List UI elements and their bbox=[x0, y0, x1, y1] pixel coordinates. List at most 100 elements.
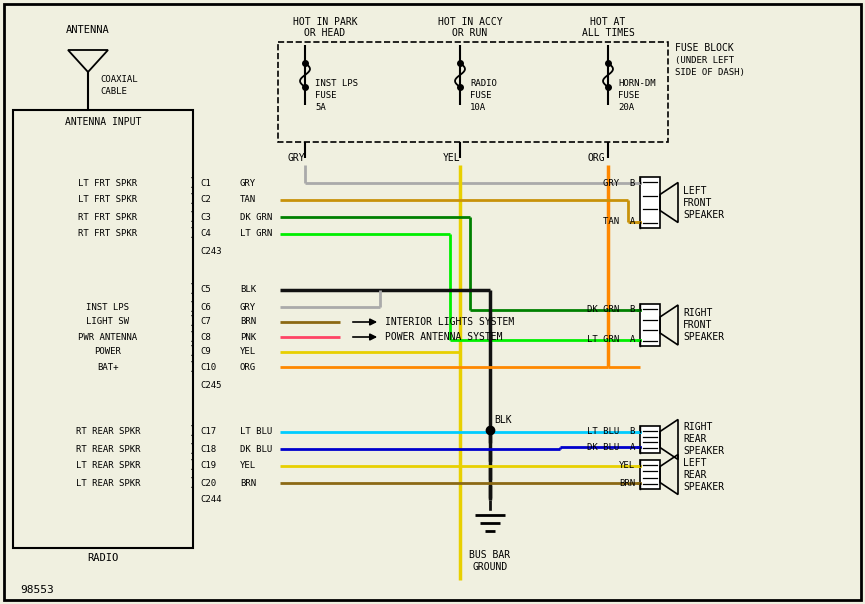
Text: C3: C3 bbox=[200, 213, 211, 222]
Text: INST LPS: INST LPS bbox=[315, 79, 358, 88]
Text: ): ) bbox=[189, 443, 196, 455]
Text: C1: C1 bbox=[200, 179, 211, 187]
Text: YEL: YEL bbox=[240, 347, 256, 356]
Text: ): ) bbox=[189, 460, 196, 472]
Text: PWR ANTENNA: PWR ANTENNA bbox=[79, 332, 138, 341]
Text: C7: C7 bbox=[200, 318, 211, 327]
Text: RT FRT SPKR: RT FRT SPKR bbox=[79, 230, 138, 239]
Text: RIGHT: RIGHT bbox=[683, 308, 713, 318]
Text: POWER: POWER bbox=[94, 347, 121, 356]
Text: POWER ANTENNA SYSTEM: POWER ANTENNA SYSTEM bbox=[385, 332, 503, 342]
Text: INST LPS: INST LPS bbox=[86, 303, 130, 312]
Text: GRY: GRY bbox=[287, 153, 304, 163]
Text: ORG: ORG bbox=[588, 153, 606, 163]
Text: ): ) bbox=[189, 477, 196, 489]
Text: C5: C5 bbox=[200, 286, 211, 295]
Text: SIDE OF DASH): SIDE OF DASH) bbox=[675, 68, 745, 77]
Text: FRONT: FRONT bbox=[683, 198, 713, 208]
Bar bbox=[640, 460, 660, 489]
Text: REAR: REAR bbox=[683, 469, 707, 480]
Text: REAR: REAR bbox=[683, 434, 707, 445]
Text: DK GRN  B: DK GRN B bbox=[586, 306, 635, 315]
Text: GRY  B: GRY B bbox=[603, 179, 635, 187]
Text: INTERIOR LIGHTS SYSTEM: INTERIOR LIGHTS SYSTEM bbox=[385, 317, 515, 327]
Text: 20A: 20A bbox=[618, 103, 634, 112]
Text: ): ) bbox=[189, 301, 196, 313]
Text: SPEAKER: SPEAKER bbox=[683, 210, 724, 219]
Text: ): ) bbox=[189, 361, 196, 373]
Text: FUSE: FUSE bbox=[618, 91, 639, 100]
Text: RIGHT: RIGHT bbox=[683, 423, 713, 432]
Text: C17: C17 bbox=[200, 428, 216, 437]
Text: C9: C9 bbox=[200, 347, 211, 356]
Text: C8: C8 bbox=[200, 332, 211, 341]
Text: C20: C20 bbox=[200, 478, 216, 487]
Bar bbox=[640, 304, 660, 346]
Text: FRONT: FRONT bbox=[683, 320, 713, 330]
Text: LEFT: LEFT bbox=[683, 457, 707, 467]
Text: HORN-DM: HORN-DM bbox=[618, 79, 656, 88]
Text: TAN  A: TAN A bbox=[603, 217, 635, 226]
Text: 10A: 10A bbox=[470, 103, 486, 112]
Text: CABLE: CABLE bbox=[100, 86, 127, 95]
Text: OR RUN: OR RUN bbox=[452, 28, 488, 38]
Text: LT REAR SPKR: LT REAR SPKR bbox=[76, 478, 140, 487]
Text: BUS BAR: BUS BAR bbox=[470, 550, 510, 560]
Text: ): ) bbox=[189, 211, 196, 223]
Text: GRY: GRY bbox=[240, 303, 256, 312]
Text: COAXIAL: COAXIAL bbox=[100, 76, 138, 85]
Text: ORG: ORG bbox=[240, 362, 256, 371]
Text: SPEAKER: SPEAKER bbox=[683, 446, 724, 457]
Text: (UNDER LEFT: (UNDER LEFT bbox=[675, 56, 734, 65]
Text: BRN: BRN bbox=[240, 318, 256, 327]
Text: BRN: BRN bbox=[240, 478, 256, 487]
Text: LT BLU  B: LT BLU B bbox=[586, 428, 635, 437]
Text: ALL TIMES: ALL TIMES bbox=[581, 28, 634, 38]
Text: RT REAR SPKR: RT REAR SPKR bbox=[76, 428, 140, 437]
Text: PNK: PNK bbox=[240, 332, 256, 341]
Text: 98553: 98553 bbox=[20, 585, 54, 595]
Text: HOT IN PARK: HOT IN PARK bbox=[292, 17, 357, 27]
Text: BRN: BRN bbox=[618, 478, 635, 487]
Text: FUSE: FUSE bbox=[470, 91, 491, 100]
Text: C243: C243 bbox=[200, 248, 221, 257]
Text: HOT IN ACCY: HOT IN ACCY bbox=[438, 17, 503, 27]
Text: LIGHT SW: LIGHT SW bbox=[86, 318, 130, 327]
Text: SPEAKER: SPEAKER bbox=[683, 332, 724, 342]
Text: GRY: GRY bbox=[240, 179, 256, 187]
Text: OR HEAD: OR HEAD bbox=[304, 28, 345, 38]
Text: RADIO: RADIO bbox=[87, 553, 119, 563]
Text: ): ) bbox=[189, 425, 196, 439]
Text: GROUND: GROUND bbox=[472, 562, 508, 572]
Text: ): ) bbox=[189, 283, 196, 297]
Text: HOT AT: HOT AT bbox=[591, 17, 625, 27]
Text: LT FRT SPKR: LT FRT SPKR bbox=[79, 179, 138, 187]
Bar bbox=[278, 42, 668, 142]
Text: YEL: YEL bbox=[618, 461, 635, 471]
Text: ): ) bbox=[189, 176, 196, 190]
Text: C4: C4 bbox=[200, 230, 211, 239]
Text: BLK: BLK bbox=[240, 286, 256, 295]
Text: LT FRT SPKR: LT FRT SPKR bbox=[79, 196, 138, 205]
Text: LT BLU: LT BLU bbox=[240, 428, 272, 437]
Text: C10: C10 bbox=[200, 362, 216, 371]
Text: RT FRT SPKR: RT FRT SPKR bbox=[79, 213, 138, 222]
Text: ): ) bbox=[189, 330, 196, 344]
Text: RT REAR SPKR: RT REAR SPKR bbox=[76, 445, 140, 454]
Text: FUSE: FUSE bbox=[315, 91, 336, 100]
Text: TAN: TAN bbox=[240, 196, 256, 205]
Bar bbox=[640, 177, 660, 228]
Text: ANTENNA INPUT: ANTENNA INPUT bbox=[65, 117, 141, 127]
Text: DK BLU  A: DK BLU A bbox=[586, 443, 635, 452]
Text: LT GRN: LT GRN bbox=[240, 230, 272, 239]
Text: LT GRN  A: LT GRN A bbox=[586, 335, 635, 344]
Text: DK BLU: DK BLU bbox=[240, 445, 272, 454]
Text: C6: C6 bbox=[200, 303, 211, 312]
Text: C245: C245 bbox=[200, 381, 221, 390]
Text: ): ) bbox=[189, 315, 196, 329]
Text: FUSE BLOCK: FUSE BLOCK bbox=[675, 43, 734, 53]
Text: ANTENNA: ANTENNA bbox=[66, 25, 110, 35]
Text: BAT+: BAT+ bbox=[97, 362, 119, 371]
Text: YEL: YEL bbox=[240, 461, 256, 471]
Text: BLK: BLK bbox=[494, 415, 511, 425]
